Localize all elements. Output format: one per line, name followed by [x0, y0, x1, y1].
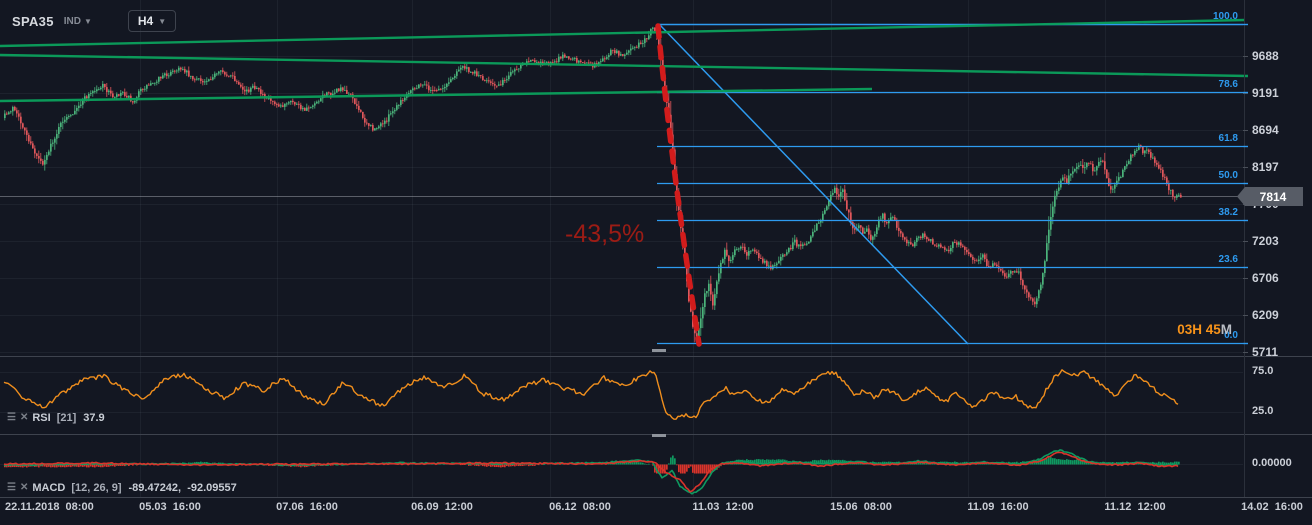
decline-annotation: -43,5%: [565, 220, 645, 248]
rsi-axis-label: 25.0: [1252, 405, 1274, 417]
price-axis-label: 8694: [1252, 123, 1279, 137]
indicator-close-icon[interactable]: ✕: [19, 412, 29, 423]
indicator-settings-icon[interactable]: ☰: [7, 412, 16, 423]
date-label: 07.06 16:00: [276, 501, 338, 513]
price-axis-label: 5711: [1252, 345, 1279, 359]
rsi-label: RSI: [32, 412, 51, 424]
fib-level-label: 38.2: [1218, 207, 1238, 218]
date-label: 11.12 12:00: [1104, 501, 1166, 513]
date-label: 22.11.2018 08:00: [5, 501, 94, 513]
timeframe-button[interactable]: H4 ▼: [127, 10, 177, 32]
fib-level-label: 23.6: [1218, 254, 1238, 265]
price-axis-label: 9688: [1252, 49, 1279, 63]
date-label: 15.06 08:00: [830, 501, 892, 513]
date-label: 11.09 16:00: [967, 501, 1029, 513]
countdown-suffix: M: [1220, 322, 1232, 337]
current-price-tag: 7814: [1237, 187, 1303, 206]
chevron-down-icon: ▼: [83, 16, 92, 26]
macd-values: -89.47242, -92.09557: [128, 482, 237, 494]
symbol-label[interactable]: SPA35: [12, 13, 54, 29]
chevron-down-icon: ▼: [158, 16, 167, 26]
date-label: 05.03 16:00: [139, 501, 201, 513]
fib-level-label: 100.0: [1212, 11, 1238, 22]
macd-axis-label: 0.00000: [1252, 457, 1292, 469]
macd-label: MACD: [32, 482, 66, 494]
date-label: 06.09 12:00: [411, 501, 473, 513]
indicator-close-icon[interactable]: ✕: [19, 482, 29, 493]
price-axis-label: 6706: [1252, 271, 1279, 285]
date-label: 11.03 12:00: [692, 501, 754, 513]
rsi-params: [21]: [56, 412, 77, 424]
fib-level-label: 61.8: [1218, 133, 1238, 144]
chart-toolbar: SPA35 IND ▼ H4 ▼: [12, 10, 177, 32]
date-label: 14.02 16:00: [1241, 501, 1303, 513]
date-label: 06.12 08:00: [549, 501, 611, 513]
instrument-type-label: IND: [63, 15, 81, 27]
macd-indicator-row: ☰ ✕ MACD [12, 26, 9] -89.47242, -92.0955…: [7, 482, 237, 494]
countdown-value: 03H 45: [1177, 322, 1221, 337]
macd-params: [12, 26, 9]: [71, 482, 122, 494]
rsi-indicator-row: ☰ ✕ RSI [21] 37.9: [7, 412, 105, 424]
instrument-type-dropdown[interactable]: IND ▼: [64, 16, 92, 27]
price-axis-label: 8197: [1252, 160, 1279, 174]
price-axis-label: 7203: [1252, 234, 1279, 248]
indicator-settings-icon[interactable]: ☰: [7, 482, 16, 493]
fib-level-label: 78.6: [1218, 79, 1238, 90]
current-price-value: 7814: [1259, 189, 1287, 204]
price-axis-label: 9191: [1252, 86, 1279, 100]
timeframe-label: H4: [137, 14, 154, 28]
rsi-axis-label: 75.0: [1252, 365, 1274, 377]
fib-level-label: 50.0: [1218, 170, 1238, 181]
price-axis-label: 6209: [1252, 308, 1279, 322]
candle-countdown: 03H 45M: [1177, 322, 1232, 337]
rsi-value: 37.9: [83, 412, 105, 424]
fib-level-label: 0.0: [1224, 330, 1238, 341]
